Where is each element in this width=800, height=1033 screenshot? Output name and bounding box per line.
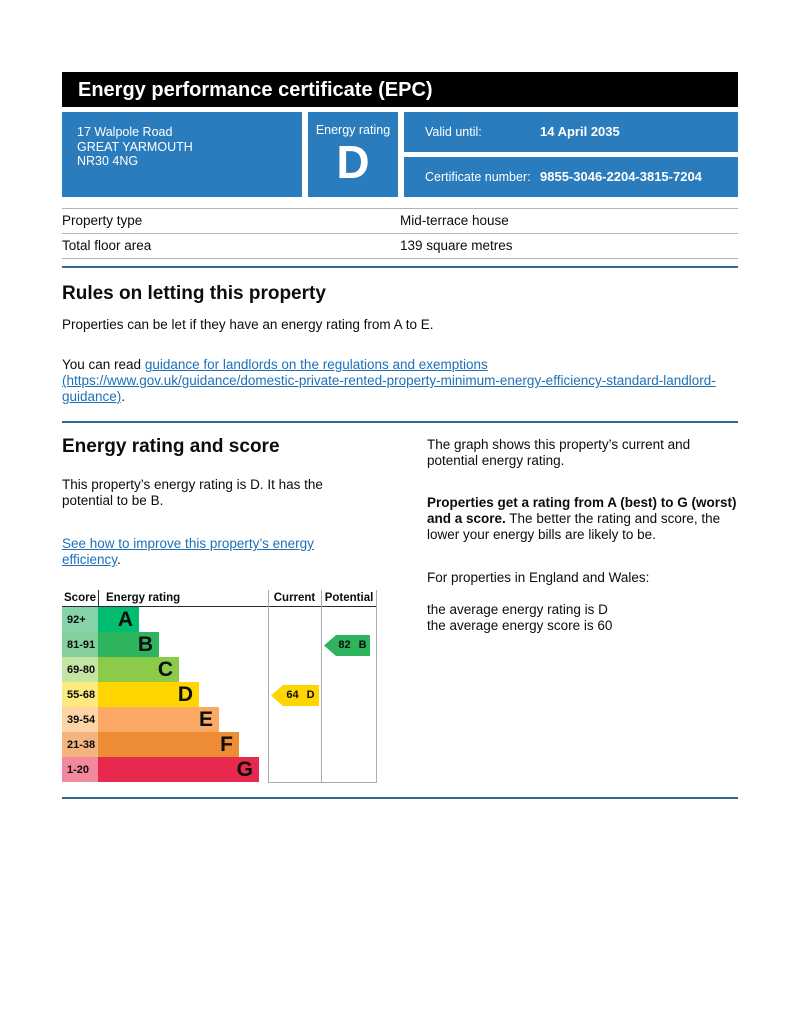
potential-rating-arrow: 82 B: [324, 635, 370, 656]
certificate-number-label: Certificate number:: [425, 170, 531, 184]
graph-right-border: [376, 590, 377, 783]
band-bar-f: F: [98, 732, 239, 757]
guidance-text-suffix: .: [121, 389, 126, 404]
score-range-d: 55-68: [62, 682, 98, 707]
band-row-a: 92+ A: [62, 607, 377, 632]
average-score-line: the average energy score is 60: [427, 618, 613, 633]
score-range-g: 1-20: [62, 757, 98, 782]
certificate-number-value: 9855-3046-2204-3815-7204: [540, 169, 702, 184]
score-range-c: 69-80: [62, 657, 98, 682]
energy-rating-label: Energy rating: [315, 123, 391, 137]
band-row-e: 39-54 E: [62, 707, 377, 732]
address-line-3: NR30 4NG: [77, 154, 139, 168]
band-bar-d: D: [98, 682, 199, 707]
band-bar-c: C: [98, 657, 179, 682]
valid-until-row: Valid until: 14 April 2035: [404, 112, 738, 152]
score-range-a: 92+: [62, 607, 98, 632]
band-row-d: 55-68 D: [62, 682, 377, 707]
rating-section-right-column: The graph shows this property’s current …: [427, 437, 739, 634]
current-band: D: [306, 689, 315, 701]
rules-guidance-paragraph: You can read guidance for landlords on t…: [62, 357, 718, 405]
property-details-table: Property type Mid-terrace house Total fl…: [62, 208, 738, 259]
section-divider: [62, 797, 738, 799]
score-column-header: Score: [64, 592, 96, 604]
landlord-guidance-link[interactable]: guidance for landlords on the regulation…: [62, 357, 716, 404]
rating-intro-paragraph: This property’s energy rating is D. It h…: [62, 477, 323, 508]
current-score: 64: [286, 689, 299, 701]
rules-paragraph: Properties can be let if they have an en…: [62, 317, 434, 332]
potential-column-header: Potential: [324, 592, 374, 604]
graph-bottom-border: [268, 782, 377, 783]
rating-explanation-rest: The better the rating and score, the low…: [427, 511, 721, 542]
table-row: Total floor area 139 square metres: [62, 234, 738, 259]
graph-description-paragraph: The graph shows this property’s current …: [427, 437, 691, 468]
band-row-c: 69-80 C: [62, 657, 377, 682]
energy-rating-box: Energy rating D: [308, 112, 398, 197]
band-bar-a: A: [98, 607, 139, 632]
band-bar-b: B: [98, 632, 159, 657]
floor-area-value: 139 square metres: [400, 238, 513, 253]
address-line-2: GREAT YARMOUTH: [77, 139, 193, 154]
property-address-box: 17 Walpole Road GREAT YARMOUTH NR30 4NG: [62, 112, 302, 197]
current-rating-arrow: 64 D: [271, 685, 319, 706]
valid-until-label: Valid until:: [425, 125, 482, 139]
rules-section-heading: Rules on letting this property: [62, 283, 326, 304]
band-row-b: 81-91 B: [62, 632, 377, 657]
band-letter-c: C: [157, 658, 173, 681]
section-divider: [62, 266, 738, 268]
address-line-1: 17 Walpole Road: [77, 125, 173, 139]
band-row-f: 21-38 F: [62, 732, 377, 757]
band-letter-b: B: [137, 633, 153, 656]
band-bar-e: E: [98, 707, 219, 732]
potential-band: B: [358, 639, 367, 651]
page-title: Energy performance certificate (EPC): [78, 78, 433, 101]
energy-rating-graph: Score Energy rating Current Potential 92…: [62, 590, 377, 783]
section-divider: [62, 421, 738, 423]
rating-explanation-bold: Properties get a rating from A (best) to…: [427, 495, 737, 526]
certificate-summary-panel: 17 Walpole Road GREAT YARMOUTH NR30 4NG …: [62, 112, 738, 197]
rating-explanation-paragraph: Properties get a rating from A (best) to…: [427, 495, 739, 543]
score-range-f: 21-38: [62, 732, 98, 757]
current-column-line: [268, 590, 269, 783]
header-divider: [98, 590, 99, 607]
graph-header-row: Score Energy rating Current Potential: [62, 590, 377, 607]
current-column-header: Current: [273, 592, 316, 604]
rating-section-heading: Energy rating and score: [62, 436, 280, 457]
guidance-text-prefix: You can read: [62, 357, 145, 372]
improve-efficiency-link[interactable]: See how to improve this property’s energ…: [62, 536, 314, 567]
score-range-e: 39-54: [62, 707, 98, 732]
band-letter-g: G: [236, 758, 253, 781]
potential-score: 82: [338, 639, 351, 651]
band-bar-g: G: [98, 757, 259, 782]
rating-column-header: Energy rating: [106, 592, 181, 604]
band-letter-a: A: [117, 608, 133, 631]
property-type-label: Property type: [62, 213, 143, 228]
table-row: Property type Mid-terrace house: [62, 209, 738, 234]
band-letter-d: D: [177, 683, 193, 706]
title-bar: Energy performance certificate (EPC): [62, 72, 738, 107]
band-row-g: 1-20 G: [62, 757, 377, 782]
band-letter-e: E: [198, 708, 213, 731]
rating-section-left-column: Energy rating and score This property’s …: [62, 436, 362, 568]
average-rating-line: the average energy rating is D: [427, 602, 608, 617]
certificate-number-row: Certificate number: 9855-3046-2204-3815-…: [404, 157, 738, 197]
valid-until-value: 14 April 2035: [540, 124, 620, 139]
property-type-value: Mid-terrace house: [400, 213, 509, 228]
energy-rating-value: D: [336, 136, 370, 188]
potential-column-line: [321, 590, 322, 783]
england-wales-paragraph: For properties in England and Wales:: [427, 570, 650, 585]
score-range-b: 81-91: [62, 632, 98, 657]
band-letter-f: F: [220, 733, 233, 756]
improve-link-suffix: .: [117, 552, 121, 567]
floor-area-label: Total floor area: [62, 238, 152, 253]
